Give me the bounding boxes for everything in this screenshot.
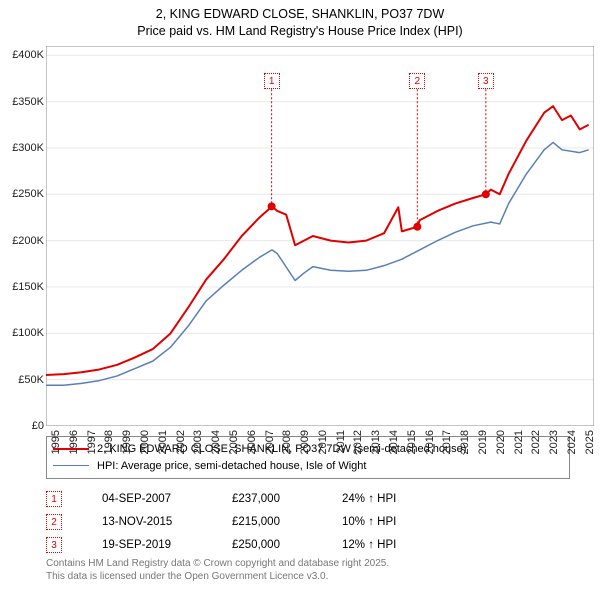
x-tick-label: 2019 — [477, 430, 489, 454]
x-tick-label: 2012 — [352, 430, 364, 454]
x-tick-label: 2004 — [210, 430, 222, 454]
y-tick-label: £250K — [12, 188, 44, 200]
x-tick-label: 1998 — [103, 430, 115, 454]
y-tick-label: £100K — [12, 327, 44, 339]
chart-title-line2: Price paid vs. HM Land Registry's House … — [0, 23, 600, 40]
y-tick-label: £0 — [32, 420, 44, 432]
footer-attribution: Contains HM Land Registry data © Crown c… — [46, 558, 558, 583]
chart-marker: 3 — [478, 73, 494, 89]
y-tick-label: £50K — [18, 374, 44, 386]
x-tick-label: 2009 — [299, 430, 311, 454]
x-tick-label: 2018 — [459, 430, 471, 454]
chart-title-line1: 2, KING EDWARD CLOSE, SHANKLIN, PO37 7DW — [0, 6, 600, 23]
annotation-pct: 24% ↑ HPI — [342, 493, 396, 505]
annotation-row: 2 13-NOV-2015£215,00010% ↑ HPI — [46, 514, 556, 530]
x-tick-label: 2025 — [584, 430, 596, 454]
y-tick-label: £350K — [12, 96, 44, 108]
annotation-date: 13-NOV-2015 — [102, 516, 232, 528]
x-tick-label: 2023 — [548, 430, 560, 454]
y-tick-label: £150K — [12, 281, 44, 293]
annotation-date: 19-SEP-2019 — [102, 539, 232, 551]
legend-label: HPI: Average price, semi-detached house,… — [97, 458, 366, 475]
x-tick-label: 2014 — [388, 430, 400, 454]
legend-swatch — [53, 465, 89, 466]
annotation-pct: 10% ↑ HPI — [342, 516, 396, 528]
x-tick-label: 2024 — [566, 430, 578, 454]
y-tick-label: £200K — [12, 235, 44, 247]
y-tick-label: £300K — [12, 142, 44, 154]
x-tick-label: 1997 — [86, 430, 98, 454]
x-tick-label: 1995 — [50, 430, 62, 454]
annotation-pct: 12% ↑ HPI — [342, 539, 396, 551]
annotation-number: 3 — [46, 537, 62, 553]
annotation-price: £215,000 — [232, 516, 342, 528]
x-tick-label: 2000 — [139, 430, 151, 454]
price-chart — [46, 46, 594, 426]
annotation-number: 1 — [46, 491, 62, 507]
x-tick-label: 2007 — [264, 430, 276, 454]
annotations-table: 1 04-SEP-2007£237,00024% ↑ HPI 2 13-NOV-201… — [46, 484, 556, 560]
x-tick-label: 2017 — [441, 430, 453, 454]
x-tick-label: 2015 — [406, 430, 418, 454]
x-tick-label: 2013 — [370, 430, 382, 454]
x-tick-label: 1999 — [121, 430, 133, 454]
legend-item: HPI: Average price, semi-detached house,… — [53, 458, 563, 475]
footer-line1: Contains HM Land Registry data © Crown c… — [46, 558, 558, 571]
x-tick-label: 1996 — [68, 430, 80, 454]
x-tick-label: 2010 — [317, 430, 329, 454]
footer-line2: This data is licensed under the Open Gov… — [46, 571, 558, 584]
annotation-price: £250,000 — [232, 539, 342, 551]
x-tick-label: 2008 — [281, 430, 293, 454]
annotation-price: £237,000 — [232, 493, 342, 505]
chart-marker: 2 — [409, 73, 425, 89]
x-tick-label: 2003 — [192, 430, 204, 454]
y-tick-label: £400K — [12, 49, 44, 61]
x-tick-label: 2011 — [335, 430, 347, 454]
x-tick-label: 2022 — [530, 430, 542, 454]
x-tick-label: 2002 — [175, 430, 187, 454]
x-tick-label: 2001 — [157, 430, 169, 454]
x-tick-label: 2006 — [246, 430, 258, 454]
x-tick-label: 2005 — [228, 430, 240, 454]
annotation-row: 1 04-SEP-2007£237,00024% ↑ HPI — [46, 491, 556, 507]
chart-marker: 1 — [264, 73, 280, 89]
annotation-date: 04-SEP-2007 — [102, 493, 232, 505]
annotation-row: 3 19-SEP-2019£250,00012% ↑ HPI — [46, 537, 556, 553]
x-tick-label: 2021 — [513, 430, 525, 454]
x-tick-label: 2020 — [495, 430, 507, 454]
annotation-number: 2 — [46, 514, 62, 530]
x-tick-label: 2016 — [424, 430, 436, 454]
